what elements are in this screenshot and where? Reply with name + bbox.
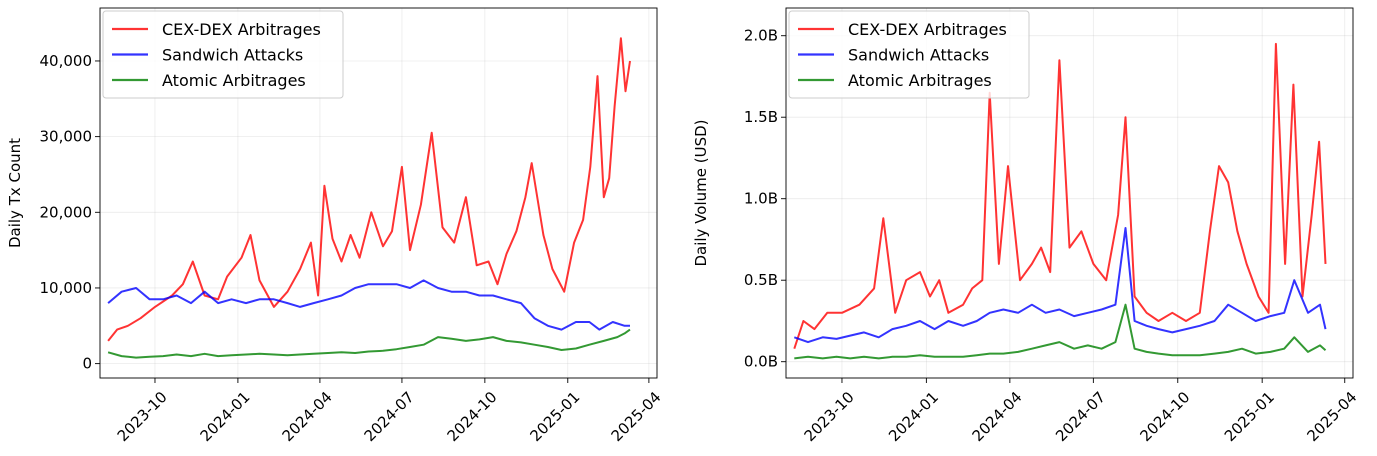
chart1-legend-label-2: Sandwich Attacks bbox=[162, 46, 303, 65]
chart2-legend-label-2: Sandwich Attacks bbox=[848, 46, 989, 65]
chart1-series-line-1 bbox=[107, 37, 631, 342]
chart2: 0.0B 0.5B 1.0B 1.5B 2.0B 2023-10 2024-01 2024-0… bbox=[692, 7, 1360, 445]
chart2-plot-frame bbox=[785, 7, 1354, 379]
chart1-series-line-2 bbox=[107, 279, 630, 331]
chart2-ytick-label-4: 2.0B bbox=[744, 27, 778, 45]
chart1-legend: CEX-DEX Arbitrages Sandwich Attacks Atomic… bbox=[102, 10, 344, 99]
chart2-xtick-label-1: 2024-01 bbox=[885, 388, 942, 445]
chart1-legend-label-3: Atomic Arbitrages bbox=[162, 71, 306, 90]
chart2-ytick-label-2: 1.0B bbox=[744, 190, 778, 208]
chart1-xtick-label-2: 2024-04 bbox=[279, 388, 336, 445]
chart1-plot-frame bbox=[99, 7, 658, 379]
chart2-xtick-label-6: 2025-04 bbox=[1303, 388, 1360, 445]
chart1-xtick-label-3: 2024-07 bbox=[361, 388, 418, 445]
chart2-legend-label-3: Atomic Arbitrages bbox=[848, 71, 992, 90]
chart1-series-line-3 bbox=[107, 328, 631, 359]
chart2-xtick-label-3: 2024-07 bbox=[1052, 388, 1109, 445]
chart1-ytick-label-3: 30,000 bbox=[40, 128, 93, 146]
chart2-legend: CEX-DEX Arbitrages Sandwich Attacks Atomic… bbox=[788, 10, 1030, 99]
chart1-xtick-label-1: 2024-01 bbox=[197, 388, 254, 445]
chart1-legend-box bbox=[102, 10, 344, 99]
chart2-xtick-label-5: 2025-01 bbox=[1221, 388, 1278, 445]
chart1-legend-label-1: CEX-DEX Arbitrages bbox=[162, 20, 321, 39]
chart2-xtick-label-4: 2024-10 bbox=[1136, 388, 1193, 445]
chart2-ytick-label-1: 0.5B bbox=[744, 271, 778, 289]
chart2-series-line-1 bbox=[793, 42, 1327, 350]
chart2-ylabel: Daily Volume (USD) bbox=[692, 119, 710, 266]
chart2-xtick-label-2: 2024-04 bbox=[969, 388, 1026, 445]
chart1-ytick-label-4: 40,000 bbox=[40, 52, 93, 70]
chart2-legend-box bbox=[788, 10, 1030, 99]
chart2-legend-label-1: CEX-DEX Arbitrages bbox=[848, 20, 1007, 39]
chart1: 0 10,000 20,000 30,000 40,000 2023-10 2024-01 2… bbox=[6, 7, 665, 445]
chart1-xtick-label-0: 2023-10 bbox=[114, 388, 171, 445]
chart2-ytick-label-0: 0.0B bbox=[744, 353, 778, 371]
chart1-ytick-label-1: 10,000 bbox=[40, 279, 93, 297]
chart2-series-line-2 bbox=[793, 227, 1327, 344]
chart2-xtick-label-0: 2023-10 bbox=[801, 388, 858, 445]
chart1-xtick-label-4: 2024-10 bbox=[444, 388, 501, 445]
chart2-series-line-3 bbox=[794, 303, 1327, 360]
chart1-ylabel: Daily Tx Count bbox=[6, 138, 24, 248]
chart2-ytick-label-3: 1.5B bbox=[744, 108, 778, 126]
chart1-ytick-label-2: 20,000 bbox=[40, 203, 93, 221]
chart1-xtick-label-5: 2025-01 bbox=[526, 388, 583, 445]
chart1-ytick-label-0: 0 bbox=[82, 355, 92, 373]
chart1-xtick-label-6: 2025-04 bbox=[608, 388, 665, 445]
